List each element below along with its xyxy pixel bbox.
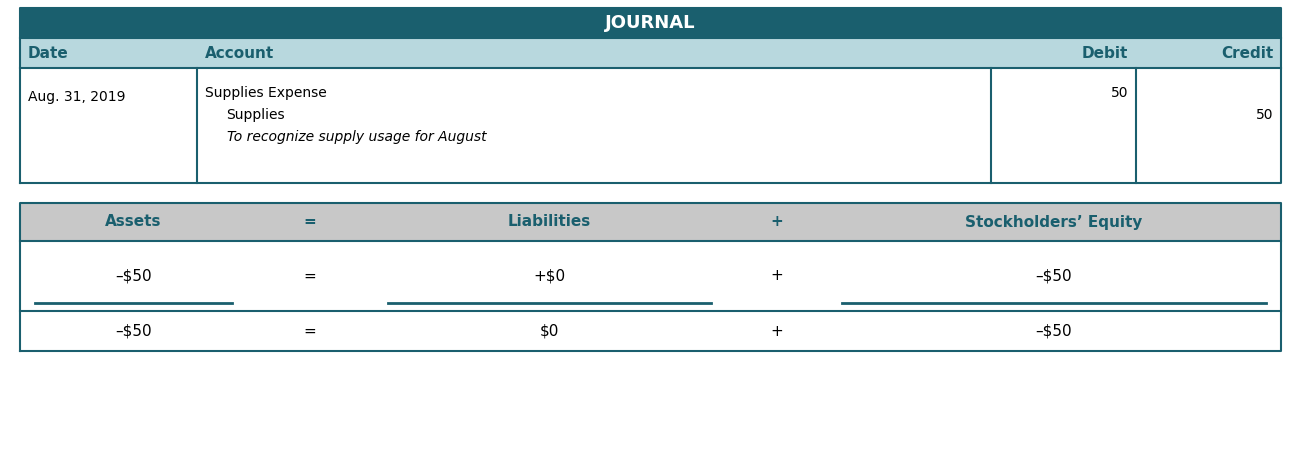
Text: =: = xyxy=(303,269,316,284)
Bar xyxy=(20,38,1281,68)
Text: Aug. 31, 2019: Aug. 31, 2019 xyxy=(29,90,125,104)
Text: Assets: Assets xyxy=(105,214,161,229)
Text: –$50: –$50 xyxy=(1036,323,1072,338)
Text: +: + xyxy=(770,214,783,229)
Text: 50: 50 xyxy=(1111,86,1128,100)
Bar xyxy=(20,241,1281,351)
Text: +$0: +$0 xyxy=(533,269,566,284)
Text: JOURNAL: JOURNAL xyxy=(605,14,696,32)
Text: –$50: –$50 xyxy=(116,323,152,338)
Text: Account: Account xyxy=(204,45,273,60)
Text: –$50: –$50 xyxy=(1036,269,1072,284)
Text: Date: Date xyxy=(29,45,69,60)
Bar xyxy=(20,8,1281,38)
Text: Credit: Credit xyxy=(1220,45,1272,60)
Text: –$50: –$50 xyxy=(116,269,152,284)
Text: To recognize supply usage for August: To recognize supply usage for August xyxy=(226,130,487,144)
Text: $0: $0 xyxy=(540,323,559,338)
Text: Debit: Debit xyxy=(1081,45,1128,60)
Text: 50: 50 xyxy=(1255,108,1272,122)
Bar xyxy=(20,203,1281,241)
Text: =: = xyxy=(303,214,316,229)
Text: =: = xyxy=(303,323,316,338)
Text: Liabilities: Liabilities xyxy=(507,214,591,229)
Text: +: + xyxy=(770,269,783,284)
Text: +: + xyxy=(770,323,783,338)
Text: Supplies: Supplies xyxy=(226,108,285,122)
Text: Supplies Expense: Supplies Expense xyxy=(204,86,327,100)
Bar xyxy=(20,68,1281,183)
Text: Stockholders’ Equity: Stockholders’ Equity xyxy=(965,214,1142,229)
